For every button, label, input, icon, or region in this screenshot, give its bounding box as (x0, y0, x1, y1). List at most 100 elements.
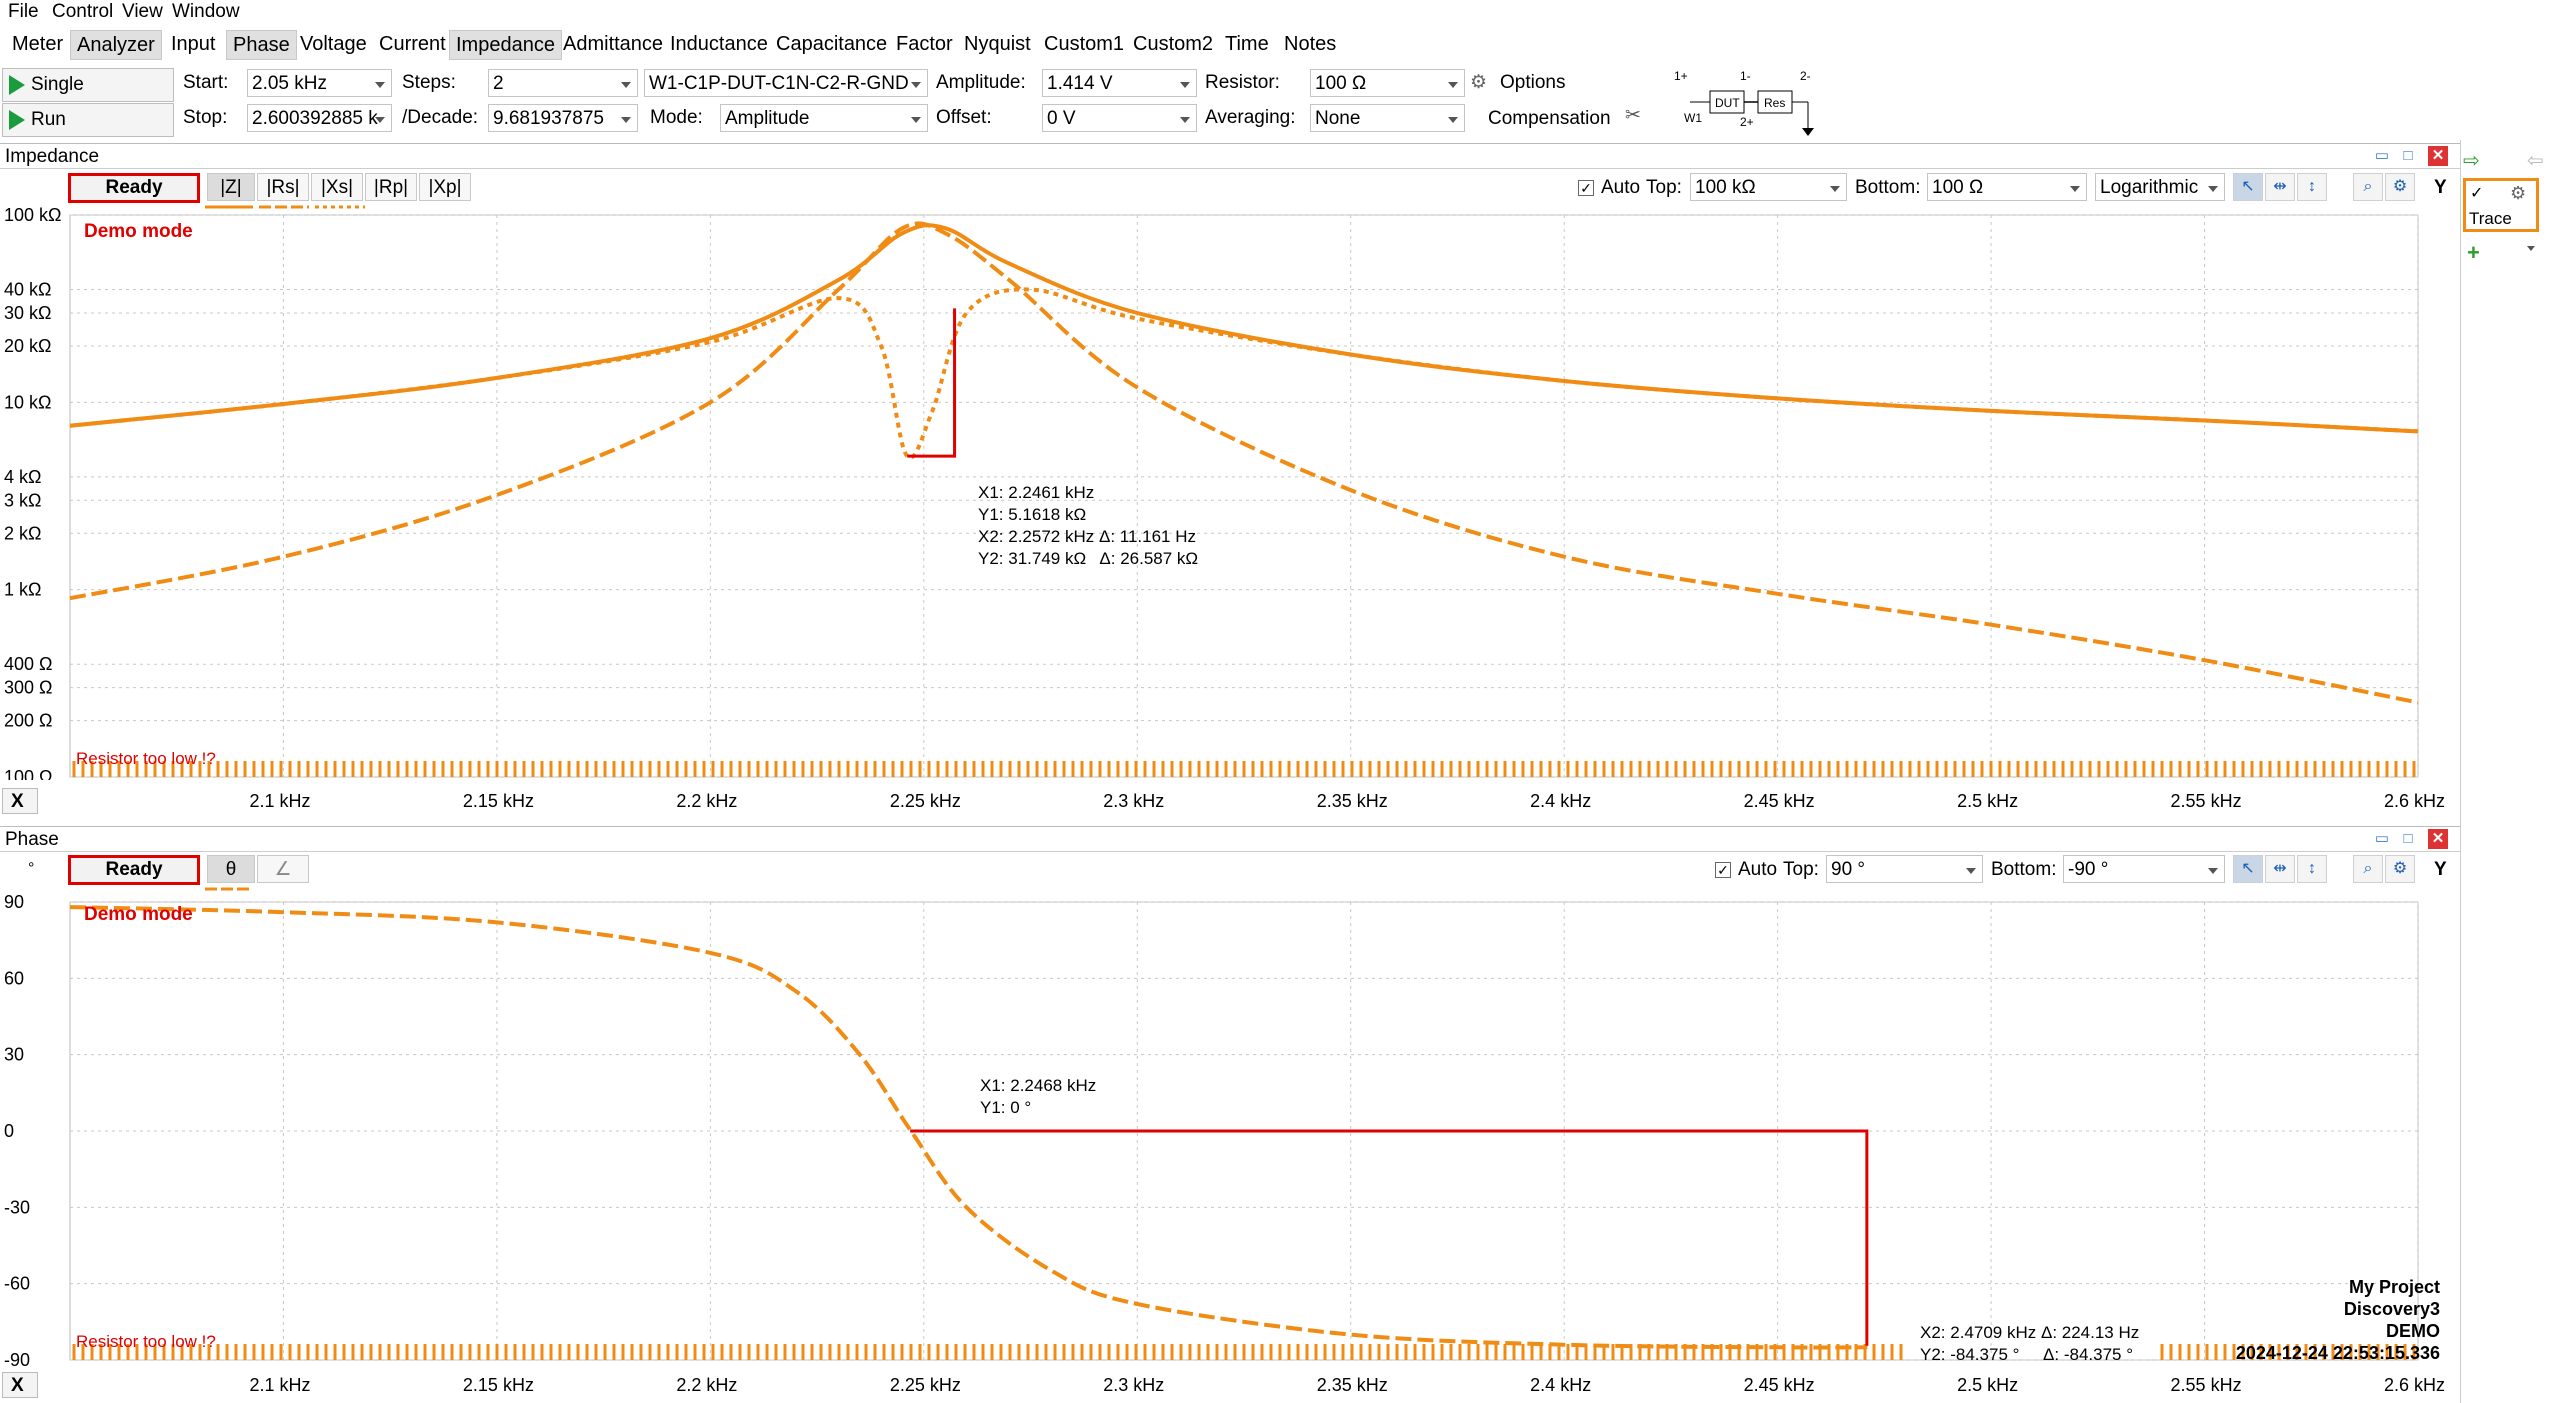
gear-icon[interactable]: ⚙ (2510, 183, 2527, 203)
tab-impedance[interactable]: Impedance (449, 30, 562, 60)
trace-item[interactable]: ✓ ⚙ Trace (2463, 178, 2539, 232)
diagram-n1: 1- (1740, 69, 1751, 83)
tab-notes[interactable]: Notes (1284, 33, 1337, 55)
top-select[interactable]: 90 ° (1826, 855, 1983, 883)
config-select[interactable]: W1-C1P-DUT-C1N-C2-R-GND (644, 69, 928, 97)
zoom-settings-icon[interactable]: ⚙ (2385, 855, 2415, 883)
x-tick-label: 2.3 kHz (1103, 1375, 1165, 1395)
amplitude-label: Amplitude: (936, 72, 1026, 93)
run-button[interactable]: Run (2, 103, 174, 137)
x-axis-label: X (11, 791, 24, 812)
chevron-down-icon (1448, 117, 1458, 123)
tab-nyquist[interactable]: Nyquist (964, 33, 1031, 55)
mode-select[interactable]: Amplitude (720, 104, 928, 132)
menu-control[interactable]: Control (52, 1, 114, 22)
bottom-select[interactable]: -90 ° (2063, 855, 2225, 883)
x-tick-label: 2.45 kHz (1743, 791, 1815, 811)
tab-z[interactable]: |Z| (207, 173, 255, 201)
minimize-icon[interactable]: ▭ (2374, 147, 2390, 164)
x-axis-button[interactable]: X (2, 1372, 38, 1398)
tab-meter[interactable]: Meter (12, 33, 64, 55)
averaging-select[interactable]: None (1310, 104, 1465, 132)
single-button[interactable]: Single (2, 68, 174, 102)
y-tick-label: 60 (4, 968, 24, 988)
tab-theta[interactable]: θ (207, 855, 255, 883)
chevron-down-icon[interactable] (2527, 246, 2535, 251)
resistor-select[interactable]: 100 Ω (1310, 69, 1465, 97)
minimize-icon[interactable]: ▭ (2374, 830, 2390, 847)
tab-capacitance[interactable]: Capacitance (776, 33, 888, 55)
y-tick-label: 100 kΩ (4, 205, 62, 225)
amplitude-value: 1.414 V (1047, 73, 1113, 94)
impedance-panel-title: Impedance (0, 143, 2460, 169)
menu-file[interactable]: File (8, 1, 39, 22)
tab-angle[interactable]: ∠ (257, 855, 309, 883)
arrow-right-icon[interactable]: ⇨ (2463, 150, 2480, 172)
auto-checkbox[interactable]: ✓ (1715, 862, 1731, 878)
chevron-down-icon (1448, 82, 1458, 88)
tab-custom2[interactable]: Custom2 (1133, 33, 1214, 55)
tab-admittance[interactable]: Admittance (563, 33, 664, 55)
maximize-icon[interactable]: □ (2403, 147, 2413, 164)
tab-inductance[interactable]: Inductance (670, 33, 768, 55)
tab-current[interactable]: Current (379, 33, 446, 55)
cursor-y2: Y2: -84.375 ° Δ: -84.375 ° (1920, 1345, 2134, 1364)
add-trace-icon[interactable]: + (2467, 240, 2480, 265)
zoom-settings-icon[interactable]: ⚙ (2385, 173, 2415, 201)
tab-xs[interactable]: |Xs| (311, 173, 363, 201)
resistor-label: Resistor: (1205, 72, 1280, 93)
auto-checkbox[interactable]: ✓ (1578, 180, 1594, 196)
y-tick-label: -30 (4, 1197, 30, 1217)
horizontal-cursor-icon[interactable]: ⇹ (2265, 855, 2295, 883)
tab-rs[interactable]: |Rs| (257, 173, 309, 201)
scale-select[interactable]: Logarithmic (2095, 173, 2225, 201)
cursor-tool-icon[interactable]: ↖ (2233, 173, 2263, 201)
bottom-select[interactable]: 100 Ω (1927, 173, 2087, 201)
cursor-tool-icon[interactable]: ↖ (2233, 855, 2263, 883)
play-icon (9, 109, 25, 130)
close-icon[interactable]: ✕ (2428, 829, 2448, 849)
menu-view[interactable]: View (122, 1, 163, 22)
vertical-cursor-icon[interactable]: ↕ (2297, 173, 2327, 201)
horizontal-cursor-icon[interactable]: ⇹ (2265, 173, 2295, 201)
phase-plot[interactable]: 90 60 30 0 -30 -60 -90 (0, 888, 2460, 1368)
bottom-label: Bottom: (1855, 177, 1921, 198)
zoom-icon[interactable]: ⌕ (2353, 855, 2383, 883)
top-select[interactable]: 100 kΩ (1690, 173, 1847, 201)
compensation-tools-icon[interactable]: ✂ (1625, 105, 1641, 126)
tab-phase[interactable]: Phase (226, 30, 297, 60)
tab-xp[interactable]: |Xp| (419, 173, 471, 201)
per-decade-field[interactable]: 9.681937875 (488, 104, 638, 132)
y-axis-button[interactable]: Y (2434, 859, 2447, 880)
maximize-icon[interactable]: □ (2403, 830, 2413, 847)
amplitude-field[interactable]: 1.414 V (1042, 69, 1197, 97)
start-field[interactable]: 2.05 kHz (247, 69, 392, 97)
vertical-cursor-icon[interactable]: ↕ (2297, 855, 2327, 883)
start-label: Start: (183, 72, 229, 93)
tab-factor[interactable]: Factor (896, 33, 953, 55)
x-axis-button[interactable]: X (2, 788, 38, 814)
tab-analyzer[interactable]: Analyzer (70, 30, 162, 60)
offset-label: Offset: (936, 107, 992, 128)
x-tick-label: 2.2 kHz (676, 1375, 738, 1395)
gear-icon[interactable]: ⚙ (1470, 72, 1488, 93)
y-tick-label: 30 (4, 1045, 24, 1065)
close-icon[interactable]: ✕ (2428, 146, 2448, 166)
steps-field[interactable]: 2 (488, 69, 638, 97)
y-tick-label: 1 kΩ (4, 580, 41, 600)
offset-field[interactable]: 0 V (1042, 104, 1197, 132)
tab-input[interactable]: Input (171, 33, 216, 55)
tab-time[interactable]: Time (1225, 33, 1269, 55)
options-button[interactable]: Options (1500, 72, 1566, 93)
tab-rp[interactable]: |Rp| (365, 173, 417, 201)
steps-label: Steps: (402, 72, 456, 93)
zoom-icon[interactable]: ⌕ (2353, 173, 2383, 201)
arrow-left-icon[interactable]: ⇦ (2527, 150, 2544, 172)
stop-field[interactable]: 2.600392885 k (247, 104, 392, 132)
y-axis-button[interactable]: Y (2434, 177, 2447, 198)
impedance-plot[interactable]: 100 kΩ 40 kΩ 30 kΩ 20 kΩ 10 kΩ 4 kΩ 3 kΩ 2 kΩ 1 … (0, 205, 2460, 780)
menu-window[interactable]: Window (172, 1, 240, 22)
cursor-marker (910, 1129, 1869, 1346)
tab-voltage[interactable]: Voltage (300, 33, 367, 55)
tab-custom1[interactable]: Custom1 (1044, 33, 1125, 55)
